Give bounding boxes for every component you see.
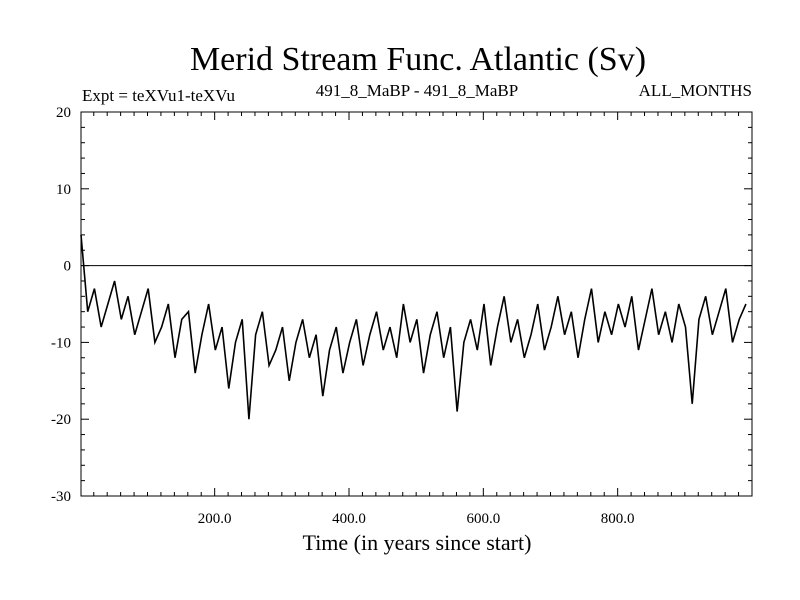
y-tick-label: -10 [51, 335, 71, 351]
x-tick-label: 800.0 [601, 511, 635, 527]
y-tick-label: -20 [51, 412, 71, 428]
x-tick-label: 400.0 [332, 511, 366, 527]
y-tick-label: -30 [51, 489, 71, 505]
run-label: 491_8_MaBP - 491_8_MaBP [316, 81, 518, 100]
y-tick-label: 10 [56, 182, 71, 198]
chart-title: Merid Stream Func. Atlantic (Sv) [190, 41, 646, 78]
x-tick-label: 600.0 [466, 511, 500, 527]
months-label: ALL_MONTHS [639, 81, 752, 100]
experiment-label: Expt = teXVu1-teXVu [82, 86, 235, 105]
plot-frame [80, 111, 753, 497]
y-tick-label: 20 [56, 105, 71, 121]
y-tick-label: 0 [64, 259, 72, 275]
x-axis-label: Time (in years since start) [303, 530, 532, 555]
x-tick-label: 200.0 [198, 511, 232, 527]
plot-area: -30 -20 -10 0 10 20 200.0 400.0 600.0 800.0 [51, 105, 753, 527]
series-line-0 [80, 234, 747, 420]
